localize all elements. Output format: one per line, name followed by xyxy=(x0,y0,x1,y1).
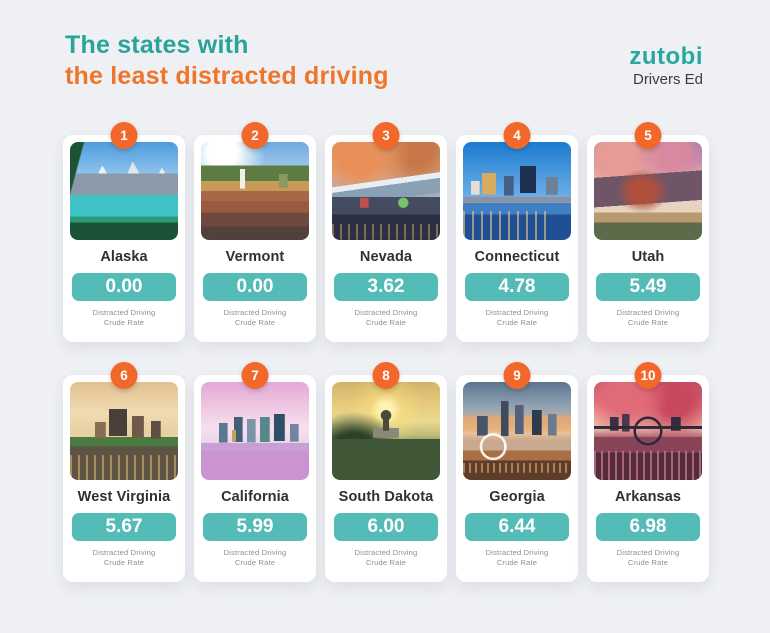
rank-badge: 2 xyxy=(241,122,269,149)
rate-value: 5.99 xyxy=(203,513,307,541)
state-name: West Virginia xyxy=(77,489,171,505)
rank-badge: 10 xyxy=(634,362,662,389)
rate-value: 4.78 xyxy=(465,273,569,301)
rate-caption-line2: Crude Rate xyxy=(627,557,669,567)
rate-value: 0.00 xyxy=(203,273,307,301)
photo-california xyxy=(201,382,309,480)
rank-badge: 9 xyxy=(503,362,531,389)
photo-vermont xyxy=(201,142,309,240)
brand-logo-subtitle: Drivers Ed xyxy=(632,71,703,88)
state-card-alaska: 1 Alaska 0.00 Distracted Driving Crude R… xyxy=(63,122,185,342)
rate-caption-line1: Distracted Driving xyxy=(223,548,287,557)
rank-badge: 1 xyxy=(110,122,138,149)
photo-connecticut xyxy=(463,142,571,240)
rate-caption-line1: Distracted Driving xyxy=(485,548,549,557)
rate-value: 6.98 xyxy=(596,513,700,541)
photo-nevada xyxy=(332,142,440,240)
rate-caption-line2: Crude Rate xyxy=(234,317,276,327)
rate-caption-line1: Distracted Driving xyxy=(354,548,418,557)
page-title: The states with the least distracted dri… xyxy=(65,30,389,92)
rate-caption-line2: Crude Rate xyxy=(627,317,669,327)
rate-caption: Distracted Driving Crude Rate xyxy=(325,548,447,568)
rate-caption-line1: Distracted Driving xyxy=(354,308,418,317)
rate-caption-line2: Crude Rate xyxy=(234,557,276,567)
rank-badge: 8 xyxy=(372,362,400,389)
rate-caption-line1: Distracted Driving xyxy=(616,308,680,317)
state-card-utah: 5 Utah 5.49 Distracted Driving Crude Rat… xyxy=(587,122,709,342)
photo-arkansas xyxy=(594,382,702,480)
rate-caption-line2: Crude Rate xyxy=(496,317,538,327)
state-name: Alaska xyxy=(100,249,148,265)
rate-caption: Distracted Driving Crude Rate xyxy=(325,308,447,328)
brand-logo: zutobi Drivers Ed xyxy=(629,44,703,89)
page-title-line2: the least distracted driving xyxy=(65,62,389,90)
state-name: Nevada xyxy=(359,249,413,265)
rate-caption-line1: Distracted Driving xyxy=(616,548,680,557)
photo-utah xyxy=(594,142,702,240)
card-row-1: 1 Alaska 0.00 Distracted Driving Crude R… xyxy=(63,122,709,342)
rate-caption: Distracted Driving Crude Rate xyxy=(587,308,709,328)
rate-caption-line1: Distracted Driving xyxy=(92,548,156,557)
rate-caption: Distracted Driving Crude Rate xyxy=(456,308,578,328)
card-row-2: 6 West Virginia 5.67 Distracted Driving … xyxy=(63,362,709,582)
rate-caption-line2: Crude Rate xyxy=(103,317,145,327)
state-card-connecticut: 4 Connecticut 4.78 Distracted Driving Cr… xyxy=(456,122,578,342)
state-name: Utah xyxy=(631,249,665,265)
rate-caption: Distracted Driving Crude Rate xyxy=(63,308,185,328)
rate-caption-line2: Crude Rate xyxy=(365,317,407,327)
rate-caption: Distracted Driving Crude Rate xyxy=(587,548,709,568)
rank-badge: 6 xyxy=(110,362,138,389)
rank-badge: 3 xyxy=(372,122,400,149)
rate-caption: Distracted Driving Crude Rate xyxy=(194,308,316,328)
rate-value: 5.67 xyxy=(72,513,176,541)
rate-caption-line1: Distracted Driving xyxy=(223,308,287,317)
state-card-arkansas: 10 Arkansas 6.98 Distracted Driving Crud… xyxy=(587,362,709,582)
state-card-california: 7 California 5.99 Distracted Driving Cru… xyxy=(194,362,316,582)
photo-south-dakota xyxy=(332,382,440,480)
state-card-west-virginia: 6 West Virginia 5.67 Distracted Driving … xyxy=(63,362,185,582)
state-card-south-dakota: 8 South Dakota 6.00 Distracted Driving C… xyxy=(325,362,447,582)
rate-value: 6.00 xyxy=(334,513,438,541)
rank-badge: 5 xyxy=(634,122,662,149)
rank-badge: 4 xyxy=(503,122,531,149)
rate-value: 3.62 xyxy=(334,273,438,301)
state-card-nevada: 3 Nevada 3.62 Distracted Driving Crude R… xyxy=(325,122,447,342)
rate-caption: Distracted Driving Crude Rate xyxy=(194,548,316,568)
rate-caption-line1: Distracted Driving xyxy=(92,308,156,317)
state-name: Connecticut xyxy=(474,249,560,265)
rate-caption: Distracted Driving Crude Rate xyxy=(456,548,578,568)
rate-caption-line1: Distracted Driving xyxy=(485,308,549,317)
rate-value: 0.00 xyxy=(72,273,176,301)
state-name: Georgia xyxy=(489,489,545,505)
rate-caption-line2: Crude Rate xyxy=(365,557,407,567)
state-card-vermont: 2 Vermont 0.00 Distracted Driving Crude … xyxy=(194,122,316,342)
rate-value: 5.49 xyxy=(596,273,700,301)
photo-georgia xyxy=(463,382,571,480)
photo-alaska xyxy=(70,142,178,240)
state-name: California xyxy=(221,489,289,505)
rate-caption-line2: Crude Rate xyxy=(103,557,145,567)
rate-caption: Distracted Driving Crude Rate xyxy=(63,548,185,568)
state-name: South Dakota xyxy=(338,489,434,505)
state-name: Vermont xyxy=(225,249,285,265)
page-title-line1: The states with xyxy=(65,31,249,59)
state-card-georgia: 9 Georgia 6.44 Distracted Driving Crude … xyxy=(456,362,578,582)
rate-value: 6.44 xyxy=(465,513,569,541)
photo-west-virginia xyxy=(70,382,178,480)
rate-caption-line2: Crude Rate xyxy=(496,557,538,567)
state-name: Arkansas xyxy=(614,489,682,505)
brand-logo-wordmark: zutobi xyxy=(629,43,703,70)
rank-badge: 7 xyxy=(241,362,269,389)
